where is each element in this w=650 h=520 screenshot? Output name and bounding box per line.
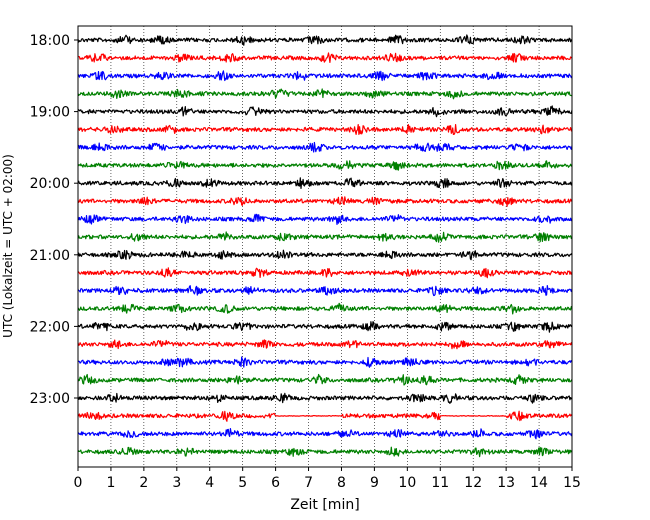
- seismogram-trace: [77, 392, 573, 404]
- plot-frame: [77, 25, 573, 468]
- x-tick-label: 14: [530, 475, 548, 491]
- seismogram-trace: [77, 428, 573, 440]
- seismogram-trace: [77, 141, 573, 153]
- seismogram-trace: [77, 196, 573, 207]
- seismogram-trace: [77, 124, 573, 135]
- y-tick-label: 21:00: [30, 248, 70, 264]
- seismogram-trace: [77, 410, 573, 422]
- seismogram-trace: [77, 249, 573, 261]
- x-tick-label: 0: [74, 475, 83, 491]
- seismogram-trace: [77, 70, 573, 82]
- seismogram-trace: [77, 105, 573, 118]
- y-tick-label: 22:00: [30, 319, 70, 335]
- x-tick-label: 5: [238, 475, 247, 491]
- seismogram-trace: [77, 231, 573, 243]
- x-tick-label: 2: [139, 475, 148, 491]
- y-axis-label: UTC (Lokalzeit = UTC + 02:00): [1, 154, 15, 338]
- x-axis-ticks: 0 1 2 3 4 5 6 7 8 9 10 11 12 13 14 15: [74, 467, 581, 491]
- seismogram-trace: [77, 177, 573, 189]
- x-tick-label: 7: [304, 475, 313, 491]
- seismogram-trace: [77, 321, 573, 333]
- y-tick-label: 20:00: [30, 176, 70, 192]
- x-tick-label: 10: [398, 475, 416, 491]
- x-tick-label: 8: [337, 475, 346, 491]
- seismogram-trace: [77, 52, 573, 63]
- x-tick-label: 9: [370, 475, 379, 491]
- seismogram-trace: [77, 446, 573, 458]
- seismogram-trace: [77, 213, 573, 225]
- plot-background: [78, 26, 572, 467]
- x-tick-label: 1: [106, 475, 115, 491]
- seismogram-trace: [77, 267, 572, 279]
- seismogram-trace: [77, 160, 573, 171]
- seismogram-trace: [77, 373, 573, 386]
- seismogram-trace: [77, 302, 573, 315]
- seismogram-trace: [77, 339, 573, 350]
- x-tick-label: 6: [271, 475, 280, 491]
- y-tick-label: 23:00: [30, 391, 70, 407]
- seismogram-trace: [77, 356, 573, 368]
- seismogram-traces: [77, 34, 573, 458]
- seismogram-trace: [77, 88, 573, 100]
- y-tick-label: 19:00: [30, 105, 70, 121]
- x-tick-label: 13: [497, 475, 515, 491]
- x-tick-label: 11: [431, 475, 449, 491]
- x-tick-label: 4: [205, 475, 214, 491]
- seismogram-trace: [77, 285, 573, 297]
- y-axis-ticks: 18:00 19:00 20:00 21:00 22:00 23:00: [30, 33, 78, 407]
- x-axis-label: Zeit [min]: [290, 497, 359, 513]
- y-tick-label: 18:00: [30, 33, 70, 49]
- seismogram-trace: [77, 34, 573, 46]
- x-tick-label: 3: [172, 475, 181, 491]
- x-tick-label: 15: [563, 475, 581, 491]
- x-tick-label: 12: [464, 475, 482, 491]
